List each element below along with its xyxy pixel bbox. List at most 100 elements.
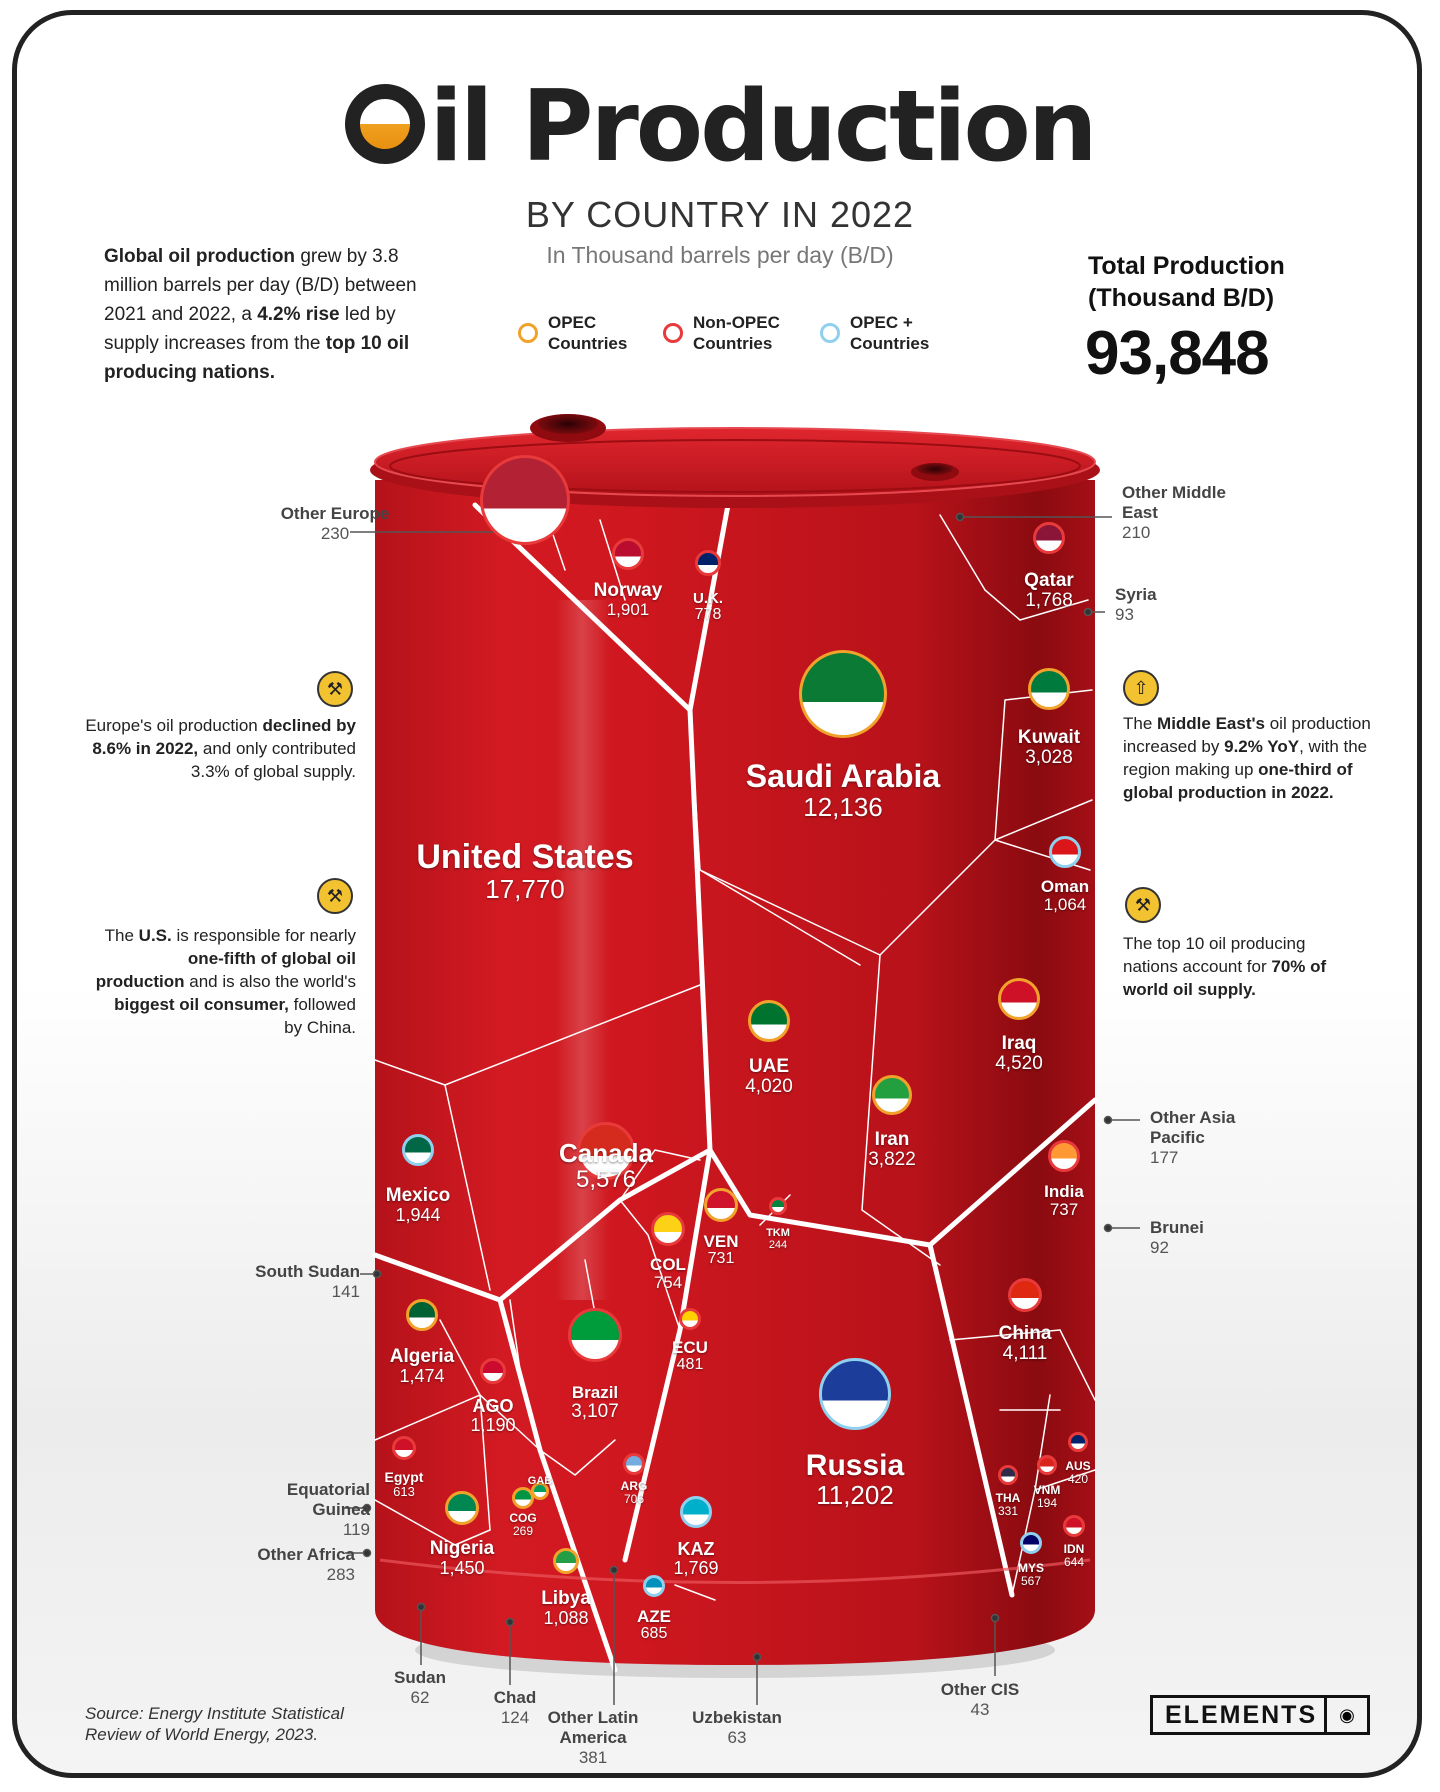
callout-label: Syria 93 [1115,585,1245,625]
callout-dot [1103,1223,1113,1233]
page-subtitle: BY COUNTRY IN 2022 [525,194,915,235]
note-global-bold-3: top 10 oil producing nations. [104,333,410,383]
cell-label-name: KAZ [677,1539,715,1559]
elements-logo[interactable]: ELEMENTS ◉ [1150,1695,1370,1735]
cell-label-name: AGO [472,1396,514,1416]
country-flag-icon [480,455,570,545]
drum-lid-groove [389,439,1081,493]
cell-label-name: Brazil [571,1383,619,1402]
cell-label: Saudi Arabia 12,136 [723,759,963,822]
page-title: Oil Production [0,78,1440,176]
callout-label: South Sudan 141 [230,1262,360,1302]
total-production-label: Total Production (Thousand B/D) [1088,252,1285,312]
note-global-bold-2: 4.2% rise [257,304,340,325]
legend-non-opec-ring-icon [663,323,683,343]
cell-label-value: 754 [653,1272,683,1292]
callout-name: Brunei [1150,1218,1204,1237]
callout-value: 92 [1150,1238,1169,1257]
oil-pump-icon: ⚒ [317,671,353,707]
callout-label: Other CIS 43 [905,1680,1055,1720]
cell-label: MYS 567 [911,1562,1151,1587]
cell-label-name: Russia [805,1449,905,1482]
note-top10-text-1: The top 10 oil producing nations account… [1123,934,1306,976]
country-flag-icon [612,538,644,570]
cell-border-minor-20 [674,1584,716,1601]
note-global-text-1: grew by 3.8 million barrels per day (B/D… [104,246,417,325]
cell-label: Oman 1,064 [945,878,1185,914]
cell-label-value: 194 [1036,1495,1058,1510]
cell-label-name: VNM [1033,1483,1061,1497]
callout-name: Other CIS [940,1680,1020,1699]
cell-label: KAZ 1,769 [576,1540,816,1578]
callout-dot [416,1602,426,1612]
cell-label-name: VEN [703,1232,739,1251]
cell-label-value: 1,944 [395,1204,441,1225]
callout-value: 93 [1115,605,1134,624]
callout-dot [609,1565,619,1575]
note-middle-east: The Middle East's oil production increas… [1123,712,1403,804]
cell-label-name: Norway [593,580,663,601]
cell-label-name: COG [509,1511,537,1525]
callout-value: 63 [727,1728,747,1747]
cell-label-name: Oman [1040,877,1090,896]
cell-label: COL 754 [548,1256,788,1292]
cell-label-value: 269 [512,1523,534,1538]
cell-border-major-3 [927,1242,1015,1598]
callout-dot [372,1269,382,1279]
note-us-text-4: followed by China. [284,995,356,1037]
cell-label-value: 3,107 [571,1400,619,1422]
callout-name: Other Europe [280,504,390,523]
legend-non-opec: Non-OPEC Countries [663,312,780,354]
country-flag-icon [392,1436,416,1460]
cell-border-minor-5 [699,869,861,966]
callout-value: 230 [320,524,350,543]
cell-label-value: 4,020 [745,1075,793,1097]
note-me-text-3: , with the region making up [1123,737,1368,779]
callout-value: 381 [578,1748,608,1767]
callout-dot [752,1652,762,1662]
cell-border-major-1 [687,707,713,1153]
cell-label-name: Canada [559,1138,653,1168]
country-flag-icon [402,1134,434,1166]
cell-label: Iraq 4,520 [899,1034,1139,1074]
cell-label-name: Qatar [1024,570,1074,591]
country-flag-icon [553,1548,579,1574]
callout-name: Uzbekistan [692,1708,782,1727]
cell-label: ARG 706 [514,1480,754,1505]
cell-border-minor-22 [509,1299,521,1371]
cell-label-name: India [1044,1182,1084,1201]
note-me-text-2: oil production increased by [1123,714,1371,756]
cell-label-name: Iraq [1001,1033,1037,1054]
cell-label: ECU 481 [570,1339,810,1374]
country-flag-icon [577,1122,635,1180]
country-flag-icon [1063,1515,1085,1537]
note-global-bold-1: Global oil production [104,246,296,267]
cell-border-minor-14 [479,1394,541,1451]
callout-label: Other Latin America 381 [518,1708,668,1768]
cell-label: IDN 644 [954,1543,1194,1568]
cell-label-name: Nigeria [429,1538,495,1559]
country-flag-icon [872,1075,912,1115]
cell-label: AZE 685 [534,1608,774,1643]
cell-label: TKM 244 [658,1227,898,1251]
cell-label-value: 644 [1063,1554,1085,1569]
callout-label: Other Europe 230 [260,504,410,544]
note-europe-bold-1: declined by 8.6% in 2022, [92,716,356,758]
callout-value: 62 [410,1688,430,1707]
cell-label-name: IDN [1063,1542,1085,1556]
country-flag-icon [623,1453,645,1475]
drum-bung-small-hole [917,463,953,475]
elements-logo-icon: ◉ [1324,1698,1367,1732]
cell-label-name: COL [650,1255,686,1274]
callout-label: Chad 124 [440,1688,590,1728]
cell-label-name: Kuwait [1017,727,1081,748]
cell-label-name: China [998,1323,1052,1344]
country-flag-icon [704,1188,738,1222]
cell-label-name: Algeria [389,1346,455,1367]
cell-label: THA 331 [888,1492,1128,1517]
cell-label-value: 12,136 [803,791,883,822]
country-flag-icon [1068,1432,1088,1452]
note-top10-bold-1: 70% of world oil supply. [1123,957,1327,999]
callout-value: 177 [1150,1148,1179,1167]
